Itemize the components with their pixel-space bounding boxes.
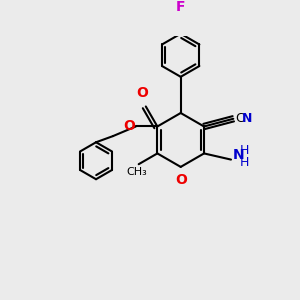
Text: H: H: [240, 144, 250, 157]
Text: O: O: [136, 86, 148, 100]
Text: O: O: [123, 119, 135, 133]
Text: N: N: [242, 112, 252, 125]
Text: H: H: [240, 156, 250, 169]
Text: CH₃: CH₃: [127, 167, 148, 176]
Text: C: C: [235, 112, 244, 125]
Text: O: O: [175, 173, 187, 187]
Text: F: F: [176, 0, 185, 14]
Text: N: N: [232, 148, 244, 162]
